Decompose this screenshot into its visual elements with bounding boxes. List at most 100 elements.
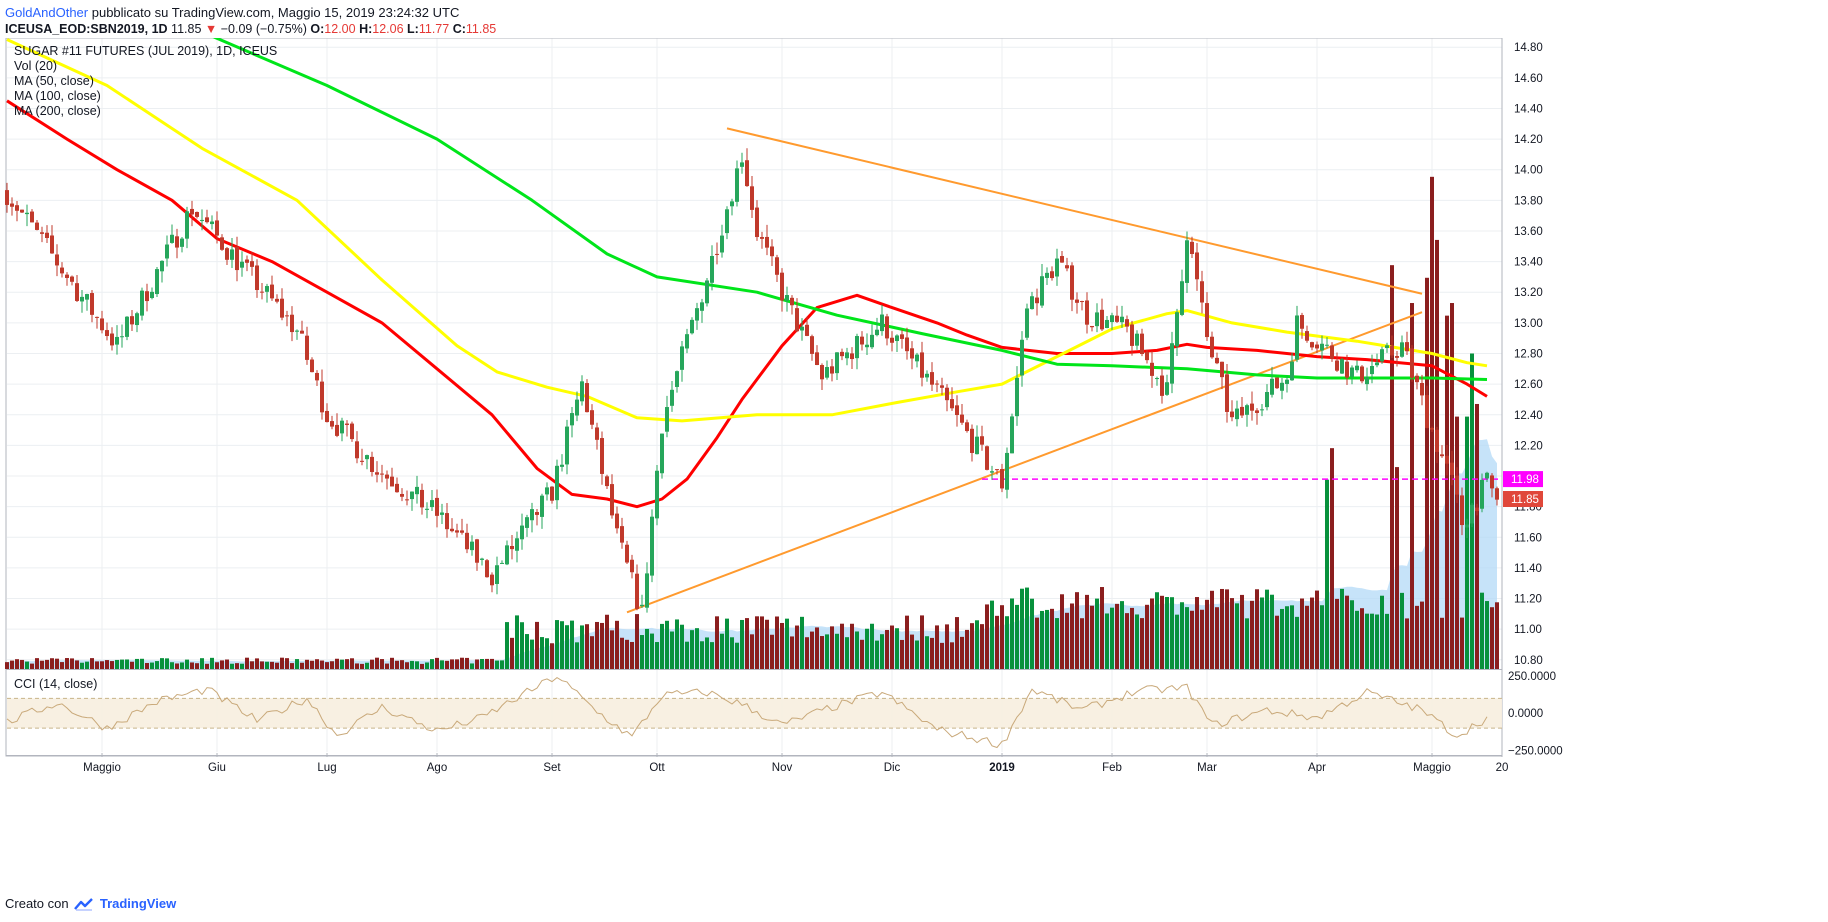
author-link[interactable]: GoldAndOther <box>5 5 89 20</box>
volume-bar <box>425 662 429 669</box>
chart-area[interactable]: 14.80 14.60 14.40 14.20 14.00 13.80 13.60 13.40… <box>0 38 1828 890</box>
volume-bar <box>1140 618 1144 669</box>
candle-body <box>1160 375 1164 396</box>
price-tick-label: 14.20 <box>1514 134 1543 146</box>
cci-pane <box>6 676 1502 749</box>
candle-body <box>1290 361 1294 381</box>
volume-bar <box>760 616 764 669</box>
time-axis: Maggio Giu Lug Ago Set Ott Nov Dic 2019 Feb Mar Apr… <box>83 753 1508 774</box>
low-label: L: <box>407 22 419 36</box>
volume-bar <box>35 658 39 669</box>
volume-bar <box>450 659 454 669</box>
volume-bar <box>385 663 389 669</box>
candle-body <box>475 539 479 563</box>
candle-body <box>405 499 409 501</box>
candle-body <box>260 291 264 293</box>
candle-body <box>630 559 634 573</box>
volume-bar <box>1345 595 1349 669</box>
volume-bar <box>440 660 444 669</box>
volume-bar <box>1205 599 1209 669</box>
volume-bar <box>520 622 524 669</box>
volume-bar <box>920 615 924 669</box>
volume-bar <box>845 637 849 669</box>
volume-bar <box>1235 603 1239 669</box>
candle-body <box>180 238 184 247</box>
candle-body <box>745 160 749 187</box>
candle-body <box>1185 240 1189 283</box>
candle-body <box>1475 507 1479 512</box>
volume-bar <box>580 625 584 669</box>
candle-body <box>1340 359 1344 374</box>
candle-body <box>485 560 489 578</box>
volume-bar <box>160 658 164 669</box>
volume-bar <box>265 661 269 669</box>
volume-bar <box>1040 610 1044 669</box>
volume-bar <box>400 660 404 669</box>
candle-body <box>1190 241 1194 254</box>
volume-bar <box>685 641 689 669</box>
candle-body <box>1435 429 1439 452</box>
volume-bar <box>895 628 899 669</box>
volume-bar <box>570 620 574 669</box>
volume-bar <box>775 616 779 669</box>
footer-brand-link[interactable]: TradingView <box>99 896 177 911</box>
volume-bar <box>125 659 129 669</box>
volume-bar <box>780 622 784 669</box>
candle-body <box>775 257 779 275</box>
candle-body <box>375 472 379 475</box>
candle-body <box>90 293 94 315</box>
volume-bar <box>1450 303 1454 669</box>
volume-bar <box>130 661 134 669</box>
candle-body <box>970 428 974 453</box>
volume-bar <box>810 631 814 669</box>
candle-body <box>465 532 469 550</box>
volume-bar <box>515 615 519 669</box>
price-tick-label: 12.80 <box>1514 349 1543 361</box>
volume-bar <box>1270 594 1274 669</box>
candle-body <box>1440 454 1444 457</box>
price-tick-label: 13.60 <box>1514 226 1543 238</box>
candle-body <box>740 162 744 167</box>
volume-bar <box>1120 601 1124 669</box>
volume-bar <box>640 635 644 669</box>
candle-body <box>1470 504 1474 524</box>
candle-body <box>625 544 629 563</box>
candle-body <box>1275 377 1279 389</box>
candle-body <box>255 265 259 291</box>
candle-body <box>1090 325 1094 328</box>
volume-bar <box>1340 588 1344 669</box>
volume-bar <box>890 625 894 669</box>
candle-body <box>440 512 444 515</box>
volume-bar <box>705 637 709 669</box>
volume-bar <box>360 663 364 669</box>
candle-body <box>910 348 914 359</box>
candle-body <box>10 203 14 207</box>
candle-body <box>1375 362 1379 366</box>
candle-body <box>845 352 849 359</box>
candle-body <box>975 436 979 455</box>
volume-bar <box>1330 448 1334 669</box>
candle-body <box>40 232 44 234</box>
candle-body <box>1100 309 1104 330</box>
candle-body <box>585 383 589 413</box>
candle-body <box>840 351 844 357</box>
volume-bar <box>745 618 749 669</box>
candle-body <box>835 352 839 374</box>
candle-body <box>1455 475 1459 495</box>
volume-bar <box>1250 600 1254 669</box>
candle-body <box>1495 488 1499 500</box>
volume-bar <box>595 621 599 669</box>
volume-bar <box>585 624 589 669</box>
time-tick-label: Nov <box>772 762 793 774</box>
volume-bar <box>370 659 374 669</box>
volume-bar <box>660 623 664 669</box>
volume-bar <box>945 624 949 669</box>
volume-bar <box>1225 589 1229 669</box>
candle-body <box>995 469 999 471</box>
candle-body <box>290 314 294 333</box>
candle-body <box>575 399 579 416</box>
volume-bar <box>1390 265 1394 669</box>
volume-bar <box>835 633 839 669</box>
candle-body <box>730 201 734 207</box>
volume-bar <box>170 662 174 669</box>
